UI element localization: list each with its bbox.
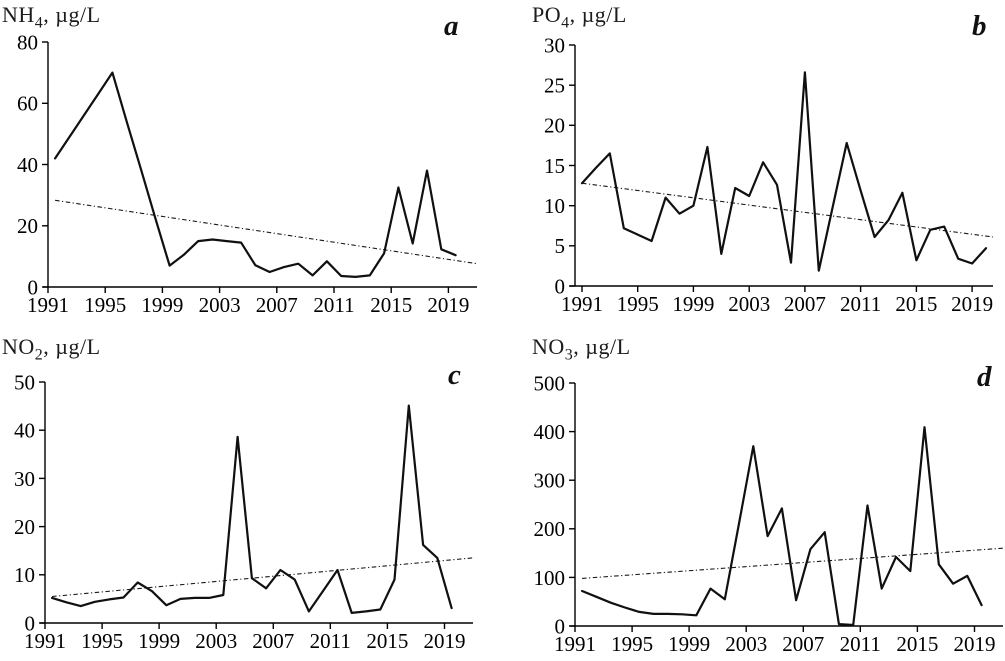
x-tick-label: 2011 [840, 292, 881, 316]
y-tick-label: 0 [555, 274, 566, 298]
analyte-subscript: 4 [561, 14, 570, 32]
y-tick-label: 25 [544, 74, 565, 98]
x-tick-label: 1999 [672, 292, 714, 316]
panel-d-letter: d [977, 361, 992, 393]
data-line [53, 71, 457, 278]
x-tick-label: 2019 [954, 632, 996, 656]
panel-d-title: NO3, µg/L [532, 334, 631, 364]
y-tick-label: 20 [14, 515, 35, 539]
y-tick-label: 15 [544, 154, 565, 178]
analyte-subscript: 2 [34, 346, 44, 364]
analyte-name: PO [532, 2, 562, 27]
panel-c: NO2, µg/L c 0 10 20 30 40 50 1991 1995 1999 2003 2… [0, 331, 502, 661]
axes [570, 45, 993, 287]
y-tick-label: 10 [14, 563, 35, 587]
y-tick-label: 0 [28, 275, 39, 299]
y-tick-label: 80 [17, 30, 38, 54]
panel-a-letter: a [444, 10, 459, 42]
y-tick-label: 60 [17, 92, 38, 116]
y-tick-label: 0 [25, 611, 36, 635]
panel-b-letter: b [972, 10, 987, 42]
x-tick-label: 1991 [24, 629, 66, 653]
x-tick-label: 2003 [725, 632, 767, 656]
x-tick-label: 1995 [84, 293, 126, 317]
y-tick-label: 50 [14, 370, 35, 394]
x-tick-label: 1999 [668, 632, 710, 656]
y-tick-label: 500 [534, 371, 566, 395]
x-tick-label: 1995 [611, 632, 653, 656]
x-tick-label: 2011 [840, 632, 881, 656]
axes [570, 383, 1003, 627]
x-tick-label: 1995 [81, 629, 123, 653]
y-tick-label: 300 [534, 469, 566, 493]
x-tick-label: 2007 [256, 293, 298, 317]
panel-a: NH4, µg/L a 0 20 40 60 80 1991 1995 1999 2003 200… [0, 0, 502, 330]
chart-plot-c: 0 10 20 30 40 50 1991 1995 1999 2003 2007 2011 2015 2… [14, 370, 474, 653]
axes [40, 382, 473, 624]
x-tick-label: 2015 [896, 632, 938, 656]
x-tick-label: 1991 [561, 292, 603, 316]
trend-line [55, 199, 478, 265]
y-tick-label: 30 [544, 33, 565, 57]
analyte-name: NH [2, 2, 35, 27]
x-tick-label: 1991 [27, 293, 69, 317]
x-tick-label: 1999 [141, 293, 183, 317]
y-tick-label: 400 [534, 420, 566, 444]
y-tick-label: 40 [17, 153, 38, 177]
x-tick-label: 2019 [951, 292, 993, 316]
panel-a-title: NH4, µg/L [2, 2, 101, 32]
x-tick-label: 2007 [784, 292, 826, 316]
x-tick-label: 2019 [427, 293, 469, 317]
x-tick-label: 2007 [252, 629, 294, 653]
x-tick-label: 2015 [366, 629, 408, 653]
x-tick-label: 2003 [199, 293, 241, 317]
panel-c-letter: c [448, 359, 461, 391]
y-tick-label: 5 [555, 234, 566, 258]
chart-plot-b: 0 5 10 15 20 25 30 1991 1995 1999 2003 2007 2011 2015… [544, 33, 994, 316]
analyte-subscript: 4 [34, 14, 44, 32]
y-tick-label: 20 [17, 214, 38, 238]
panel-c-title: NO2, µg/L [2, 334, 101, 364]
y-tick-label: 10 [544, 194, 565, 218]
x-tick-label: 2011 [310, 629, 351, 653]
y-tick-label: 40 [14, 419, 35, 443]
x-tick-label: 2007 [782, 632, 824, 656]
analyte-name: NO [532, 334, 565, 359]
y-tick-label: 100 [534, 566, 566, 590]
trend-line [582, 547, 1004, 579]
panel-b-title: PO4, µg/L [532, 2, 627, 32]
y-tick-label: 30 [14, 467, 35, 491]
analyte-unit: , µg/L [573, 334, 631, 359]
analyte-unit: , µg/L [43, 334, 101, 359]
chart-plot-d: 0 100 200 300 400 500 1991 1995 1999 2003 2007 2011… [534, 371, 1004, 656]
data-line [50, 404, 453, 614]
x-tick-label: 1999 [138, 629, 180, 653]
x-tick-label: 1991 [554, 632, 596, 656]
x-tick-label: 2015 [370, 293, 412, 317]
trend-line [581, 182, 994, 238]
x-tick-label: 1995 [617, 292, 659, 316]
chart-plot-a: 0 20 40 60 80 1991 1995 1999 2003 2007 2011 2015 201… [17, 30, 478, 317]
x-tick-label: 2003 [728, 292, 770, 316]
x-tick-label: 2003 [195, 629, 237, 653]
y-tick-label: 200 [534, 517, 566, 541]
y-tick-label: 0 [555, 614, 566, 638]
panel-d: NO3, µg/L d 0 100 200 300 400 500 1991 1995 1999… [503, 331, 1005, 661]
analyte-subscript: 3 [564, 346, 574, 364]
data-line [580, 71, 988, 272]
x-tick-label: 2015 [895, 292, 937, 316]
panel-b: PO4, µg/L b 0 5 10 15 20 25 30 1991 1995 1999 2003… [503, 0, 1005, 330]
analyte-unit: , µg/L [569, 2, 627, 27]
x-tick-label: 2019 [424, 629, 466, 653]
y-tick-label: 20 [544, 114, 565, 138]
x-tick-label: 2011 [313, 293, 354, 317]
analyte-name: NO [2, 334, 35, 359]
data-line [580, 426, 983, 627]
trend-line [52, 557, 474, 598]
analyte-unit: , µg/L [43, 2, 101, 27]
